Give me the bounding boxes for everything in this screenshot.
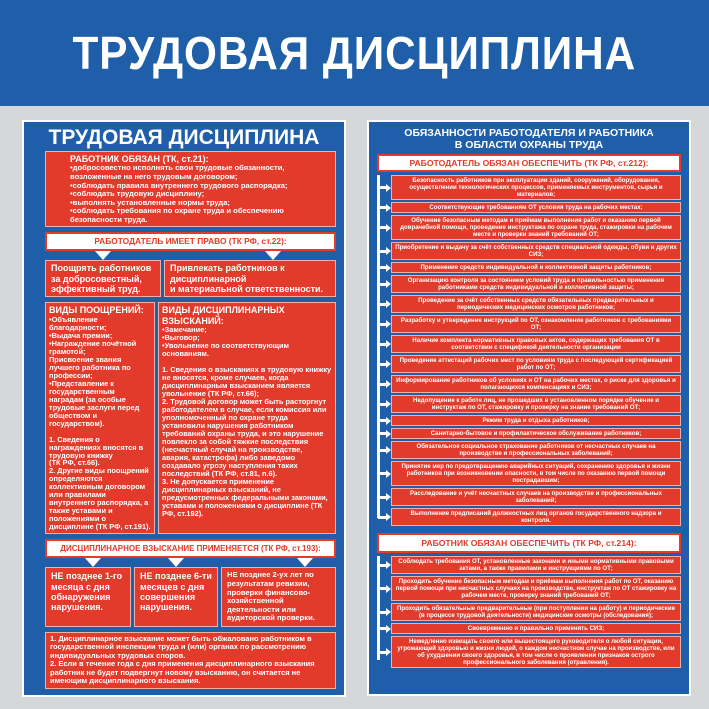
penalty-application-banner: ДИСЦИПЛИНАРНОЕ ВЗЫСКАНИЕ ПРИМЕНЯЕТСЯ (ТК…	[45, 539, 336, 568]
employer-duties-list: Безопасность работников при эксплуатации…	[377, 175, 681, 528]
duty-item: Своевременно и правильно применять СИЗ;	[378, 623, 681, 635]
employer-duties-banner: РАБОТОДАТЕЛЬ ОБЯЗАН ОБЕСПЕЧИТЬ (ТК РФ, с…	[377, 154, 681, 173]
header-band: ТРУДОВАЯ ДИСЦИПЛИНА	[0, 0, 709, 106]
duty-item: Приобретение и выдачу за счёт собственны…	[378, 242, 681, 261]
duty-item: Информирование работников об условиях и …	[378, 375, 681, 394]
arrow-down-icon	[168, 558, 184, 568]
employer-rights-banner: РАБОТОДАТЕЛЬ ИМЕЕТ ПРАВО (ТК РФ, ст.22):	[45, 232, 336, 261]
duty-item: Проходить обучение безопасным методам и …	[378, 576, 681, 602]
duty-item: Проведение за счёт собственных средств о…	[378, 295, 681, 314]
arrow-down-icon	[265, 251, 281, 261]
employer-rights-heading: РАБОТОДАТЕЛЬ ИМЕЕТ ПРАВО (ТК РФ, ст.22):	[94, 236, 287, 247]
deadline-2-years: НЕ позднее 2-ух лет по результатам ревиз…	[221, 567, 336, 627]
duty-item: Организацию контроля за состоянием услов…	[378, 275, 681, 294]
duty-item: Проведение аттестаций рабочих мест по ус…	[378, 355, 681, 374]
duty-item: Соответствующие требованиям ОТ условия т…	[378, 202, 681, 214]
duty-item: Обучение безопасным методам и приёмам вы…	[378, 215, 681, 241]
labor-safety-duties-panel: ОБЯЗАННОСТИ РАБОТОДАТЕЛЯ И РАБОТНИКА В О…	[367, 120, 691, 696]
employer-right-reward: Поощрять работников за добросовестный, э…	[45, 260, 161, 298]
deadline-6-months: НЕ позднее 6-ти месяцев с дня совершения…	[134, 567, 218, 627]
duty-item: Недопущение к работе лиц, не прошедших в…	[378, 395, 681, 414]
deadline-1-month: НЕ позднее 1-го месяца с дня обнаружения…	[45, 567, 131, 627]
penalties-box: ВИДЫ ДИСЦИПЛИНАРНЫХ ВЗЫСКАНИЙ: •Замечани…	[158, 302, 336, 535]
duty-item: Принятие мер по предотвращению аварийных…	[378, 461, 681, 487]
penalty-application-heading: ДИСЦИПЛИНАРНОЕ ВЗЫСКАНИЕ ПРИМЕНЯЕТСЯ (ТК…	[60, 544, 321, 554]
panel-title: ОБЯЗАННОСТИ РАБОТОДАТЕЛЯ И РАБОТНИКА В О…	[404, 127, 654, 152]
employer-right-discipline: Привлекать работников к дисциплинарной и…	[164, 260, 336, 298]
rewards-heading: ВИДЫ ПООЩРЕНИЙ:	[49, 305, 144, 316]
duty-item: Расследование и учёт несчастных случаев …	[378, 488, 681, 507]
arrow-down-icon	[297, 558, 313, 568]
duty-item: Соблюдать требования ОТ, установленные з…	[378, 556, 681, 575]
rewards-text: •Объявление благодарности; •Выдача преми…	[49, 314, 151, 532]
duty-item: Проходить обязательные предварительные (…	[378, 603, 681, 622]
duty-item: Выполнение предписаний должностных лиц о…	[378, 508, 681, 527]
connector-line	[377, 556, 380, 661]
arrow-down-icon	[95, 251, 111, 261]
employee-duties-box: РАБОТНИК ОБЯЗАН (ТК, ст.21): •добросовес…	[45, 151, 336, 228]
connector-line	[377, 175, 380, 519]
penalties-heading: ВИДЫ ДИСЦИПЛИНАРНЫХ ВЗЫСКАНИЙ:	[162, 305, 285, 326]
duty-item: Применение средств индивидуальной и колл…	[378, 262, 681, 274]
arrow-down-icon	[85, 558, 101, 568]
employee-duties-heading: РАБОТНИК ОБЯЗАН (ТК, ст.21):	[70, 154, 209, 164]
page-title: ТРУДОВАЯ ДИСЦИПЛИНА	[72, 27, 637, 79]
employee-duties-text: •добросовестно исполнять свои трудовые о…	[70, 163, 288, 224]
panel-title: ТРУДОВАЯ ДИСЦИПЛИНА	[48, 126, 320, 149]
employee-duties-list: Соблюдать требования ОТ, установленные з…	[377, 556, 681, 670]
duty-item: Санитарно-бытовое и профилактическое обс…	[378, 428, 681, 440]
duty-item: Немедленно извещать своего или вышестоящ…	[378, 636, 681, 669]
rewards-box: ВИДЫ ПООЩРЕНИЙ: •Объявление благодарност…	[45, 302, 155, 535]
penalties-text: •Замечание; •Выговор; •Увольнение по соо…	[162, 325, 332, 518]
duty-item: Обязательное социальное страхование рабо…	[378, 441, 681, 460]
duty-item: Наличие комплекта нормативных правовых а…	[378, 335, 681, 354]
duty-item: Режим труда и отдыха работников;	[378, 415, 681, 427]
labor-discipline-panel: ТРУДОВАЯ ДИСЦИПЛИНА РАБОТНИК ОБЯЗАН (ТК,…	[22, 120, 346, 697]
duty-item: Разработку и утверждение инструкций по О…	[378, 315, 681, 334]
employee-duties-banner: РАБОТНИК ОБЯЗАН ОБЕСПЕЧИТЬ (ТК РФ, ст.21…	[377, 533, 681, 554]
duty-item: Безопасность работников при эксплуатации…	[378, 175, 681, 201]
appeal-notes: 1. Дисциплинарное взыскание может быть о…	[45, 631, 336, 689]
